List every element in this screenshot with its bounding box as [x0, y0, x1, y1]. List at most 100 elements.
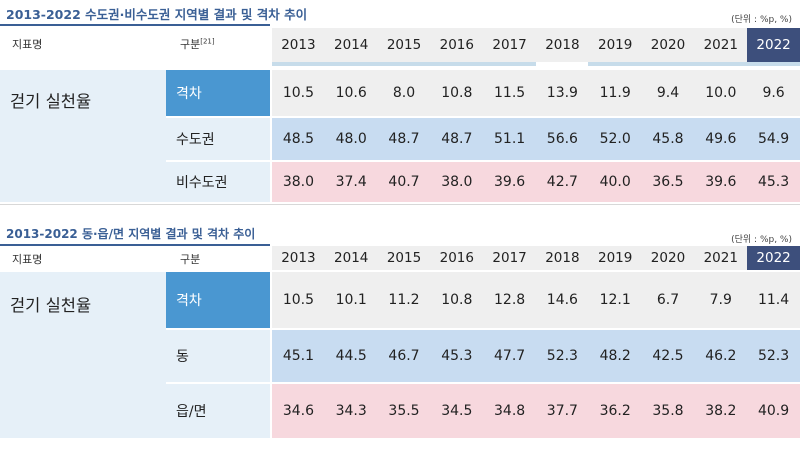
year-cell: 2017	[492, 37, 527, 53]
year-cell: 2021	[703, 250, 738, 266]
category-urban: 동	[166, 330, 270, 382]
header-category-text: 구분	[180, 38, 201, 51]
data-cell: 12.1	[599, 292, 631, 308]
data-cell: 48.2	[599, 348, 631, 364]
data-cell: 52.3	[757, 348, 790, 364]
data-cell: 35.8	[652, 403, 684, 419]
year-cell: 2019	[598, 250, 633, 266]
data-cell: 46.7	[388, 348, 420, 364]
title-rule	[0, 24, 270, 26]
data-cell: 8.0	[392, 85, 416, 101]
data-cell: 37.4	[335, 174, 367, 190]
data-cell: 9.6	[762, 85, 785, 101]
year-cell: 2013	[281, 250, 316, 266]
data-cell: 42.5	[652, 348, 684, 364]
year-cell: 2015	[386, 37, 422, 53]
data-cell: 36.5	[652, 174, 684, 190]
year-cell-highlight: 2022	[747, 28, 800, 62]
data-cell: 51.1	[494, 131, 526, 147]
data-cell: 45.3	[441, 348, 473, 364]
data-cell: 10.8	[441, 85, 473, 101]
table-title: 2013-2022 동·읍/면 지역별 결과 및 격차 추이	[6, 227, 256, 241]
data-cell: 34.8	[494, 403, 526, 419]
data-cell: 48.7	[388, 131, 420, 147]
year-cell: 2018	[545, 250, 580, 266]
category-gap: 격차	[166, 272, 270, 328]
data-cell: 10.5	[282, 85, 314, 101]
data-cell: 14.6	[546, 292, 578, 308]
data-cell: 39.6	[705, 174, 737, 190]
header-indicator-text: 지표명	[12, 253, 43, 266]
data-cell: 42.7	[546, 174, 578, 190]
data-cell: 46.2	[705, 348, 737, 364]
data-row-capital: 48.5 48.0 48.7 48.7 51.1 56.6 52.0 45.8 …	[272, 118, 800, 160]
data-cell: 38.0	[282, 174, 314, 190]
year-cell: 2018	[545, 37, 580, 53]
header-indicator-text: 지표명	[12, 38, 43, 51]
year-cell: 2016	[439, 37, 474, 53]
data-row-gap: 10.5 10.6 8.0 10.8 11.5 13.9 11.9 9.4 10…	[272, 70, 800, 116]
table-bottom-rule	[0, 204, 800, 205]
data-cell: 10.0	[705, 85, 737, 101]
unit-label: (단위 : %p, %)	[731, 15, 792, 25]
data-cell: 52.3	[546, 348, 578, 364]
data-cell: 34.6	[282, 403, 314, 419]
data-cell: 10.5	[282, 292, 314, 308]
data-cell: 44.5	[335, 348, 367, 364]
data-cell: 13.9	[546, 85, 578, 101]
data-cell: 9.4	[656, 85, 680, 101]
data-cell: 54.9	[757, 131, 790, 147]
indicator-cell: 걷기 실천율	[0, 70, 166, 202]
data-cell: 49.6	[705, 131, 737, 147]
data-cell: 34.3	[335, 403, 367, 419]
header-category: 구분[21]	[180, 36, 215, 52]
year-cell: 2020	[650, 37, 686, 53]
header-separator	[272, 62, 800, 66]
data-cell: 48.0	[335, 131, 367, 147]
year-header-row: 2013 2014 2015 2016 2017 2018 2019 2020 …	[272, 246, 800, 270]
year-cell: 2014	[334, 37, 369, 53]
data-cell: 40.0	[599, 174, 631, 190]
data-row-rural: 34.6 34.3 35.5 34.5 34.8 37.7 36.2 35.8 …	[272, 384, 800, 438]
data-cell: 11.4	[757, 292, 790, 308]
year-cell: 2017	[492, 250, 527, 266]
data-cell: 10.1	[335, 292, 367, 308]
data-cell: 48.7	[441, 131, 473, 147]
data-cell: 39.6	[494, 174, 526, 190]
data-cell: 11.5	[494, 85, 526, 101]
header-indicator: 지표명	[12, 36, 42, 52]
data-cell: 40.9	[757, 403, 790, 419]
data-cell: 11.9	[599, 85, 631, 101]
category-noncapital: 비수도권	[166, 162, 270, 202]
year-header-row: 2013 2014 2015 2016 2017 2018 2019 2020 …	[272, 28, 800, 62]
data-cell: 40.7	[388, 174, 420, 190]
data-row-gap: 10.5 10.1 11.2 10.8 12.8 14.6 12.1 6.7 7…	[272, 272, 800, 328]
data-cell: 11.2	[388, 292, 420, 308]
data-cell: 52.0	[599, 131, 631, 147]
data-row-noncapital: 38.0 37.4 40.7 38.0 39.6 42.7 40.0 36.5 …	[272, 162, 800, 202]
data-cell: 47.7	[494, 348, 526, 364]
unit-label: (단위 : %p, %)	[731, 235, 792, 245]
year-cell: 2019	[598, 37, 633, 53]
year-cell: 2016	[439, 250, 474, 266]
table-section-capital: 2013-2022 수도권·비수도권 지역별 결과 및 격차 추이 (단위 : …	[0, 0, 800, 215]
year-cell: 2020	[650, 250, 686, 266]
data-cell: 35.5	[388, 403, 420, 419]
data-cell: 7.9	[709, 292, 732, 308]
data-cell: 38.2	[705, 403, 737, 419]
data-row-urban: 45.1 44.5 46.7 45.3 47.7 52.3 48.2 42.5 …	[272, 330, 800, 382]
data-cell: 36.2	[599, 403, 631, 419]
indicator-cell: 걷기 실천율	[0, 272, 166, 438]
data-cell: 45.8	[652, 131, 684, 147]
year-cell-highlight: 2022	[747, 246, 800, 270]
year-cell: 2013	[281, 37, 316, 53]
data-cell: 12.8	[494, 292, 526, 308]
category-gap: 격차	[166, 70, 270, 116]
data-cell: 34.5	[441, 403, 473, 419]
table-title: 2013-2022 수도권·비수도권 지역별 결과 및 격차 추이	[6, 7, 308, 22]
year-cell: 2014	[334, 250, 369, 266]
data-cell: 56.6	[546, 131, 578, 147]
data-cell: 38.0	[441, 174, 473, 190]
table-section-urban-rural: 2013-2022 동·읍/면 지역별 결과 및 격차 추이 (단위 : %p,…	[0, 222, 800, 450]
category-rural: 읍/면	[166, 384, 270, 438]
